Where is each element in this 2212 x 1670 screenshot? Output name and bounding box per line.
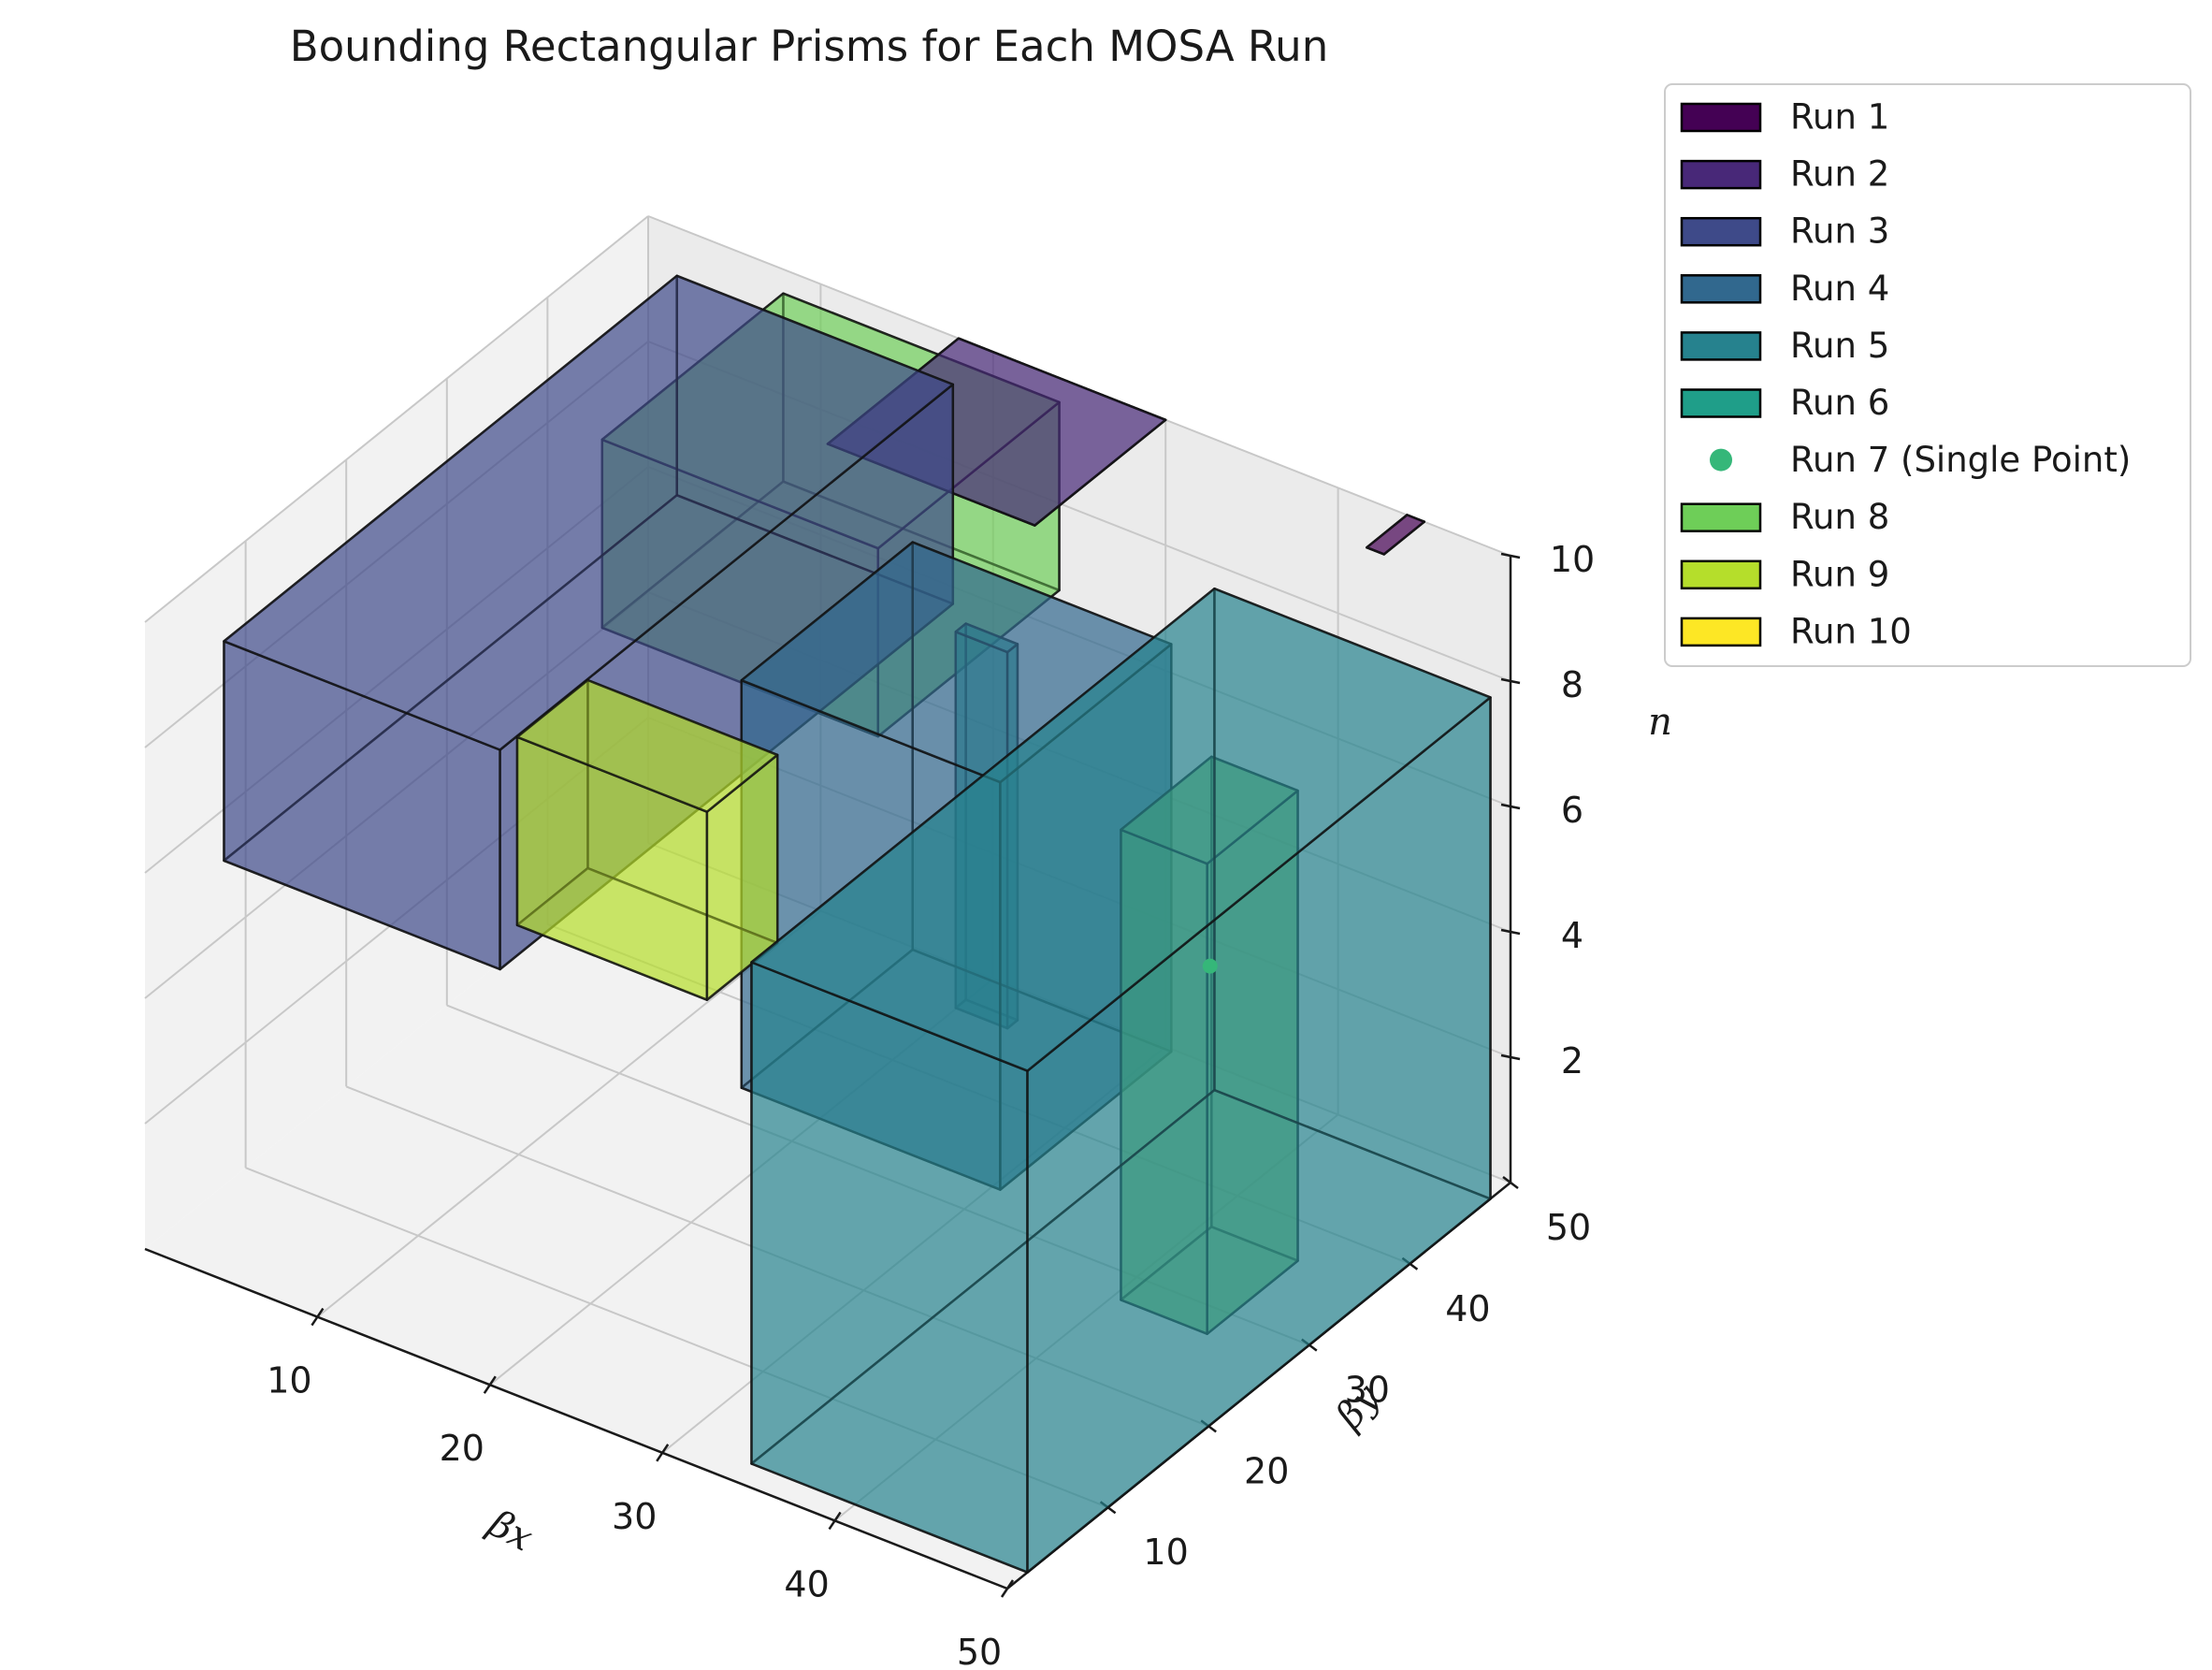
legend-label: Run 5 [1790, 326, 1889, 366]
grid-line-x [316, 909, 822, 1318]
run-2-box-face [826, 337, 1167, 527]
z-tick-label: 2 [1561, 1040, 1583, 1082]
grid-line-y [245, 1167, 1108, 1509]
legend-swatch [1680, 388, 1762, 418]
legend-label: Run 2 [1790, 154, 1889, 195]
legend-label: Run 9 [1790, 554, 1889, 594]
y-tick [1502, 1176, 1519, 1189]
grid-line-x [661, 1046, 1166, 1454]
tick-marks: 10 20 30 40 50 10 20 30 40 50 2 4 6 8 10 [267, 539, 1595, 1670]
y-tick-label: 10 [1143, 1532, 1188, 1573]
x-tick-label: 10 [267, 1360, 311, 1401]
grid-line-z [144, 341, 649, 748]
run-8-box-face [600, 292, 1061, 550]
z-tick [1500, 677, 1521, 685]
run-6-box-face [954, 622, 1019, 654]
grid-line-x [833, 1113, 1339, 1522]
legend-frame [1664, 83, 2191, 667]
x-tick-label: 40 [784, 1563, 829, 1605]
z-tick [1500, 1053, 1521, 1061]
legend: Run 1 Run 2 Run 3 Run 4 Run 5 Run 6 Run 7 (Sin… [1664, 83, 2191, 667]
legend-swatch [1680, 274, 1762, 304]
legend-label: Run 3 [1790, 211, 1889, 252]
x-tick-label: 30 [612, 1496, 657, 1537]
x-tick [656, 1444, 670, 1462]
run-9-box-face [515, 678, 779, 813]
grid-line-y [345, 1085, 1209, 1428]
run-4-box-face [740, 541, 1173, 784]
grid-lines [144, 215, 1511, 1590]
grid-line-z [144, 717, 649, 1125]
grid-line-z [647, 341, 1511, 682]
run-3-box-face [223, 274, 955, 751]
legend-swatch [1680, 559, 1762, 590]
legend-label: Run 4 [1790, 269, 1889, 309]
x-tick [1000, 1579, 1015, 1598]
legend-swatch [1680, 331, 1762, 361]
z-tick-label: 4 [1561, 915, 1583, 956]
data-boxes [223, 274, 1492, 1574]
floor-pane [145, 843, 1511, 1589]
legend-label: Run 8 [1790, 497, 1889, 537]
run-8-box-face [1120, 755, 1299, 865]
grid-line-z [144, 466, 649, 874]
y-tick-label: 40 [1445, 1288, 1490, 1329]
z-tick-label: 10 [1550, 539, 1595, 580]
legend-swatch [1680, 617, 1762, 647]
run-5-box-face [750, 587, 1492, 1072]
chart-title: Bounding Rectangular Prisms for Each MOS… [290, 22, 1328, 71]
legend-swatch [1680, 502, 1762, 532]
grid-line-y [446, 1004, 1310, 1346]
z-tick-label: 8 [1561, 664, 1583, 705]
legend-label: Run 6 [1790, 383, 1889, 423]
y-tick-label: 20 [1244, 1450, 1289, 1491]
grid-line-y [647, 842, 1511, 1184]
legend-label: Run 10 [1790, 611, 1912, 651]
run-1-box-face [1366, 514, 1426, 556]
x-tick-label: 20 [440, 1428, 484, 1469]
side-pane [145, 216, 648, 1249]
legend-marker [1710, 448, 1732, 472]
grid-line-z [144, 591, 649, 999]
grid-line-z [144, 215, 649, 623]
grid-line-z [647, 717, 1511, 1058]
legend-label: Run 7 (Single Point) [1790, 440, 2131, 480]
x-axis-line [144, 1247, 1008, 1590]
x-tick [483, 1375, 497, 1394]
y-tick-label: 50 [1546, 1207, 1591, 1248]
legend-label: Run 1 [1790, 97, 1889, 138]
x-tick [311, 1307, 325, 1327]
z-tick [1500, 928, 1521, 936]
x-tick [828, 1511, 842, 1531]
grid-line-x [489, 978, 994, 1386]
z-tick-label: 6 [1561, 790, 1583, 831]
z-axis-label: n [1648, 701, 1672, 744]
grid-line-z [647, 466, 1511, 807]
run-7-single-point-point [1202, 958, 1218, 974]
y-tick-label: 30 [1345, 1370, 1390, 1411]
x-tick-label: 50 [957, 1632, 1002, 1670]
legend-swatch [1680, 216, 1762, 247]
z-tick [1500, 552, 1521, 559]
legend-swatch [1680, 159, 1762, 190]
legend-swatch [1680, 102, 1762, 133]
grid-line-z [647, 591, 1511, 933]
z-tick [1500, 803, 1521, 810]
grid-line-y [547, 922, 1410, 1265]
